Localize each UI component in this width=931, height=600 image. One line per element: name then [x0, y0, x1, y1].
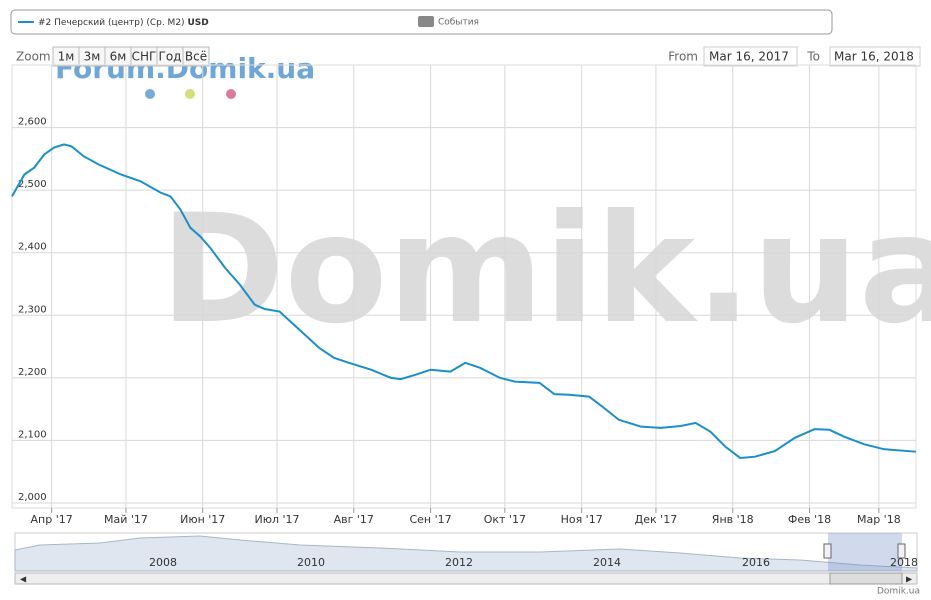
dot	[185, 89, 195, 99]
y-tick-label: 2,300	[18, 304, 47, 315]
plot-area	[11, 64, 917, 509]
y-tick-label: 2,500	[18, 179, 47, 190]
x-tick-label: Июн '17	[180, 513, 225, 526]
credit: Domik.ua	[877, 587, 920, 597]
events-swatch	[418, 16, 434, 27]
from-label: From	[668, 50, 698, 64]
y-tick-label: 2,400	[18, 242, 47, 253]
x-tick-label: Янв '18	[712, 513, 754, 526]
x-tick-label: Окт '17	[484, 513, 526, 526]
to-value[interactable]: Mar 16, 2018	[834, 50, 914, 64]
events-legend[interactable]: События	[438, 18, 479, 28]
navigator-handle[interactable]	[897, 543, 906, 559]
line	[11, 143, 917, 459]
navigator-year: 2018	[890, 556, 918, 569]
navigator-year: 2012	[445, 556, 473, 569]
navigator-year: 2014	[593, 556, 621, 569]
zoom-button-label[interactable]: 3м	[84, 50, 101, 64]
navigator-year: 2016	[742, 556, 770, 569]
y-tick-label: 2,600	[18, 117, 47, 128]
navigator-area	[14, 535, 918, 572]
navigator-year: 2008	[149, 556, 177, 569]
navigator-selection[interactable]	[828, 533, 902, 571]
x-tick-label: Мар '18	[857, 513, 901, 526]
zoom-button[interactable]	[182, 46, 210, 67]
zoom-button-label[interactable]: СНГ	[132, 50, 157, 64]
x-tick-label: Дек '17	[635, 513, 678, 526]
navigator-handle[interactable]	[823, 543, 832, 559]
from-input[interactable]	[703, 46, 798, 67]
from-value[interactable]: Mar 16, 2017	[709, 50, 789, 64]
legend-entry[interactable]: #2 Печерский (центр) (Ср. М2) USD	[38, 18, 209, 28]
navigator-year: 2010	[297, 556, 325, 569]
scrollbar-thumb[interactable]	[829, 572, 903, 585]
x-tick-label: Ноя '17	[561, 513, 603, 526]
x-tick-label: Апр '17	[31, 513, 73, 526]
y-tick-label: 2,200	[18, 367, 47, 378]
x-tick-label: Авг '17	[334, 513, 374, 526]
x-tick-label: Фев '18	[788, 513, 831, 526]
zoom-label: Zoom	[16, 50, 51, 64]
zoom-button-label[interactable]: Год	[159, 50, 182, 64]
to-input[interactable]	[829, 46, 921, 67]
y-tick-label: 2,100	[18, 429, 47, 440]
x-tick-label: Май '17	[104, 513, 148, 526]
watermark: Domik.ua	[160, 183, 931, 357]
to-label: To	[806, 50, 820, 64]
scroll-right[interactable]: ▶	[906, 575, 913, 584]
zoom-button-label[interactable]: 1м	[58, 50, 75, 64]
zoom-button-label[interactable]: Всё	[185, 50, 207, 64]
dot	[226, 89, 236, 99]
zoom-button-label[interactable]: 6м	[110, 50, 127, 64]
dot	[145, 89, 155, 99]
y-tick-label: 2,000	[18, 492, 47, 503]
scroll-left[interactable]: ◀	[20, 575, 27, 584]
x-tick-label: Сен '17	[409, 513, 451, 526]
scrollbar[interactable]	[14, 572, 918, 585]
x-tick-label: Июл '17	[254, 513, 299, 526]
